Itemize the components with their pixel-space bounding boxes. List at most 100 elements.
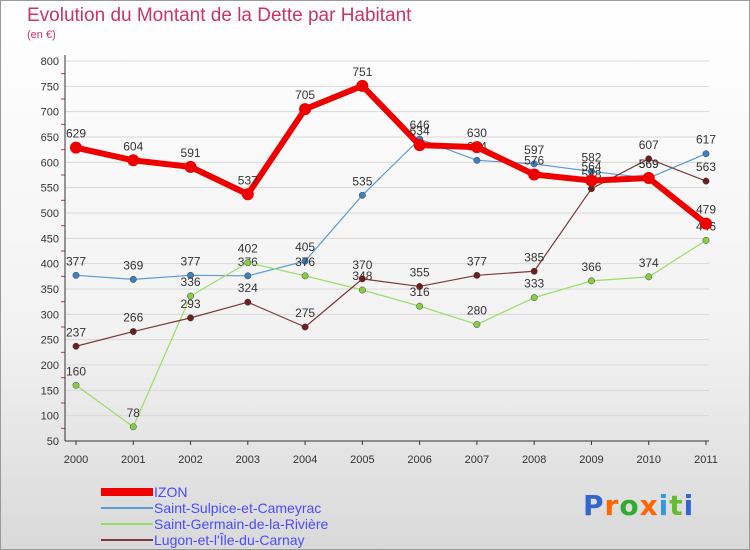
x-tick-label: 2005 <box>350 454 374 466</box>
data-point-saint-germain-de-la-rivi-re <box>416 302 424 310</box>
data-label-izon: 751 <box>352 65 372 79</box>
data-label-izon: 537 <box>238 173 258 187</box>
y-tick-label: 250 <box>41 335 59 347</box>
data-label-lugon-et-l-le-du-carnay: 563 <box>696 160 716 174</box>
data-point-saint-germain-de-la-rivi-re <box>358 286 366 294</box>
data-point-lugon-et-l-le-du-carnay <box>530 267 538 275</box>
x-tick-label: 2003 <box>236 454 260 466</box>
data-point-izon <box>470 141 483 154</box>
data-label-saint-sulpice-et-cameyrac: 369 <box>123 258 143 272</box>
data-label-lugon-et-l-le-du-carnay: 237 <box>66 325 86 339</box>
data-point-izon <box>413 139 426 152</box>
data-label-saint-germain-de-la-rivi-re: 78 <box>127 406 141 420</box>
data-point-saint-germain-de-la-rivi-re <box>702 236 710 244</box>
data-point-izon <box>241 188 254 201</box>
data-label-lugon-et-l-le-du-carnay: 377 <box>467 254 487 268</box>
y-tick-label: 350 <box>41 284 59 296</box>
data-point-saint-sulpice-et-cameyrac <box>473 156 481 164</box>
logo-letter: o <box>619 489 640 522</box>
legend-label: Lugon-et-l'Île-du-Carnay <box>154 532 305 548</box>
data-point-saint-sulpice-et-cameyrac <box>530 160 538 168</box>
data-point-izon <box>127 154 140 167</box>
data-point-saint-germain-de-la-rivi-re <box>645 273 653 281</box>
data-label-saint-sulpice-et-cameyrac: 582 <box>581 150 601 164</box>
y-tick-label: 750 <box>41 81 59 93</box>
data-label-lugon-et-l-le-du-carnay: 324 <box>238 281 258 295</box>
data-point-saint-germain-de-la-rivi-re <box>301 272 309 280</box>
data-point-izon <box>70 141 82 154</box>
logo-letter: i <box>683 489 695 522</box>
data-label-izon: 479 <box>696 203 716 217</box>
data-label-saint-germain-de-la-rivi-re: 160 <box>66 364 86 378</box>
legend-item: Saint-Sulpice-et-Cameyrac <box>101 500 401 516</box>
data-label-saint-germain-de-la-rivi-re: 366 <box>581 260 601 274</box>
legend-label: Saint-Germain-de-la-Rivière <box>154 516 329 532</box>
data-label-saint-germain-de-la-rivi-re: 376 <box>295 255 315 269</box>
data-point-saint-sulpice-et-cameyrac <box>187 271 194 279</box>
logo-letter: r <box>604 489 620 522</box>
y-tick-label: 700 <box>41 107 59 119</box>
x-tick-label: 2004 <box>293 454 317 466</box>
data-label-saint-germain-de-la-rivi-re: 333 <box>524 277 544 291</box>
data-label-izon: 564 <box>581 160 601 174</box>
data-label-saint-sulpice-et-cameyrac: 405 <box>295 240 315 254</box>
chart-legend: IZON Saint-Sulpice-et-Cameyrac Saint-Germa… <box>101 484 401 548</box>
data-point-izon <box>528 168 541 181</box>
data-label-izon: 705 <box>295 88 315 102</box>
data-point-lugon-et-l-le-du-carnay <box>473 271 481 279</box>
y-tick-label: 550 <box>41 183 59 195</box>
data-point-lugon-et-l-le-du-carnay <box>645 155 653 163</box>
data-point-saint-germain-de-la-rivi-re <box>72 381 80 389</box>
legend-swatch <box>101 488 153 496</box>
legend-swatch <box>101 539 153 541</box>
data-point-saint-germain-de-la-rivi-re <box>244 259 252 267</box>
data-label-lugon-et-l-le-du-carnay: 355 <box>410 265 430 279</box>
legend-item: Lugon-et-l'Île-du-Carnay <box>101 532 401 548</box>
data-point-lugon-et-l-le-du-carnay <box>416 283 424 290</box>
data-label-saint-sulpice-et-cameyrac: 377 <box>181 254 201 268</box>
data-label-saint-sulpice-et-cameyrac: 646 <box>410 118 430 132</box>
data-label-izon: 576 <box>524 153 544 167</box>
data-label-saint-germain-de-la-rivi-re: 316 <box>410 285 430 299</box>
data-label-lugon-et-l-le-du-carnay: 607 <box>639 138 659 152</box>
y-tick-label: 100 <box>41 411 59 423</box>
y-tick-label: 500 <box>41 208 59 220</box>
series-line-saint-germain-de-la-rivi-re <box>75 239 707 428</box>
data-label-saint-sulpice-et-cameyrac: 617 <box>696 133 716 147</box>
x-tick-label: 2002 <box>178 454 202 466</box>
data-point-lugon-et-l-le-du-carnay <box>72 342 80 350</box>
data-label-lugon-et-l-le-du-carnay: 370 <box>352 258 372 272</box>
series-line-lugon-et-l-le-du-carnay <box>75 158 707 347</box>
data-point-lugon-et-l-le-du-carnay <box>187 314 194 322</box>
logo-letter: t <box>669 489 684 522</box>
legend-swatch <box>101 523 153 525</box>
data-point-saint-sulpice-et-cameyrac <box>358 191 366 199</box>
y-tick-label: 800 <box>41 56 59 68</box>
data-point-saint-germain-de-la-rivi-re <box>473 321 481 328</box>
data-point-izon <box>356 79 369 92</box>
data-point-lugon-et-l-le-du-carnay <box>702 177 710 185</box>
data-point-izon <box>642 172 655 185</box>
data-point-lugon-et-l-le-du-carnay <box>129 328 137 336</box>
data-point-lugon-et-l-le-du-carnay <box>301 323 309 331</box>
legend-label: IZON <box>154 484 188 500</box>
data-point-saint-sulpice-et-cameyrac <box>72 271 80 279</box>
logo-letter: x <box>639 489 659 522</box>
x-tick-label: 2011 <box>694 454 718 466</box>
x-tick-label: 2010 <box>636 454 660 466</box>
data-label-lugon-et-l-le-du-carnay: 293 <box>181 297 201 311</box>
data-point-izon <box>299 103 312 116</box>
data-point-saint-germain-de-la-rivi-re <box>530 294 538 302</box>
x-tick-label: 2009 <box>579 454 603 466</box>
data-label-izon: 634 <box>410 124 430 138</box>
legend-item: Saint-Germain-de-la-Rivière <box>101 516 401 532</box>
y-tick-label: 50 <box>47 436 59 448</box>
data-point-saint-sulpice-et-cameyrac <box>702 150 710 158</box>
y-tick-label: 300 <box>41 309 59 321</box>
data-label-izon: 604 <box>123 139 143 153</box>
y-tick-label: 400 <box>41 259 59 271</box>
data-point-lugon-et-l-le-du-carnay <box>244 298 252 306</box>
data-label-izon: 630 <box>467 126 487 140</box>
data-point-saint-sulpice-et-cameyrac <box>129 275 137 283</box>
